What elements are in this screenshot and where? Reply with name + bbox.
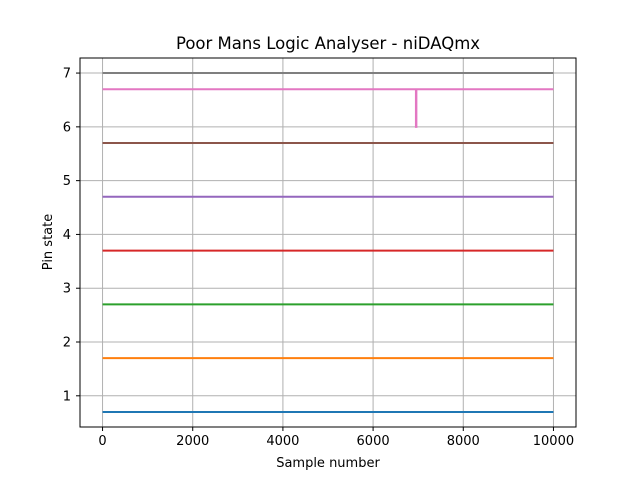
series-line-6 <box>102 88 554 128</box>
x-tick-label: 6000 <box>357 434 390 449</box>
x-tick-label: 0 <box>98 434 106 449</box>
plot-frame <box>79 57 577 428</box>
grid <box>80 58 576 427</box>
y-tick-label: 2 <box>63 336 71 351</box>
y-axis-label: Pin state <box>41 214 56 270</box>
x-axis: 0 2000 4000 6000 8000 10000 <box>98 427 574 449</box>
x-tick-label: 4000 <box>266 434 299 449</box>
x-tick-label: 2000 <box>176 434 209 449</box>
y-axis: 1 2 3 4 5 6 7 <box>63 67 80 404</box>
x-axis-label: Sample number <box>276 456 380 471</box>
y-tick-label: 7 <box>63 67 71 82</box>
y-tick-label: 6 <box>63 120 71 135</box>
y-tick-label: 1 <box>63 389 71 404</box>
y-tick-label: 5 <box>63 174 71 189</box>
x-tick-label: 10000 <box>533 434 574 449</box>
chart-title: Poor Mans Logic Analyser - niDAQmx <box>176 34 480 53</box>
x-tick-label: 8000 <box>447 434 480 449</box>
y-tick-label: 4 <box>63 228 71 243</box>
series-group <box>102 72 554 413</box>
y-tick-label: 3 <box>63 282 71 297</box>
